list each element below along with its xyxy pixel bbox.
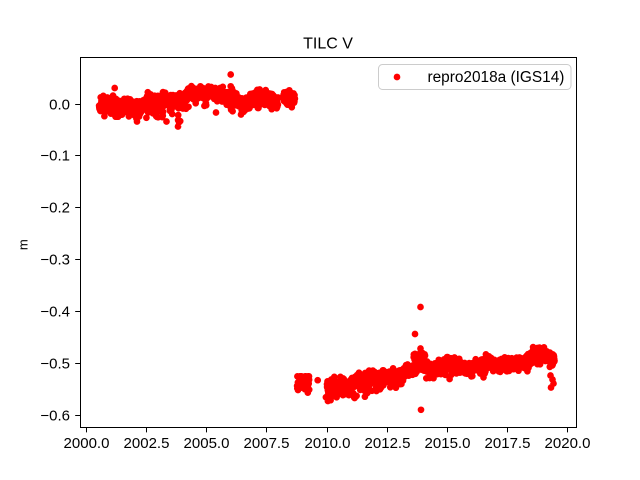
svg-text:2010.0: 2010.0 [305,435,351,452]
svg-text:2017.5: 2017.5 [485,435,531,452]
svg-text:2002.5: 2002.5 [124,435,170,452]
svg-text:0.0: 0.0 [49,96,70,113]
svg-text:2015.0: 2015.0 [425,435,471,452]
svg-text:2000.0: 2000.0 [64,435,110,452]
svg-text:−0.2: −0.2 [40,199,70,216]
svg-text:2012.5: 2012.5 [365,435,411,452]
svg-text:−0.1: −0.1 [40,147,70,164]
svg-text:2020.0: 2020.0 [545,435,591,452]
svg-text:2007.5: 2007.5 [244,435,290,452]
svg-text:−0.3: −0.3 [40,251,70,268]
svg-text:−0.6: −0.6 [40,407,70,424]
svg-text:−0.5: −0.5 [40,355,70,372]
svg-text:TILC V: TILC V [303,35,353,52]
svg-text:repro2018a (IGS14): repro2018a (IGS14) [428,69,565,86]
svg-text:−0.4: −0.4 [40,303,70,320]
svg-text:2005.0: 2005.0 [184,435,230,452]
svg-text:m: m [16,239,31,250]
